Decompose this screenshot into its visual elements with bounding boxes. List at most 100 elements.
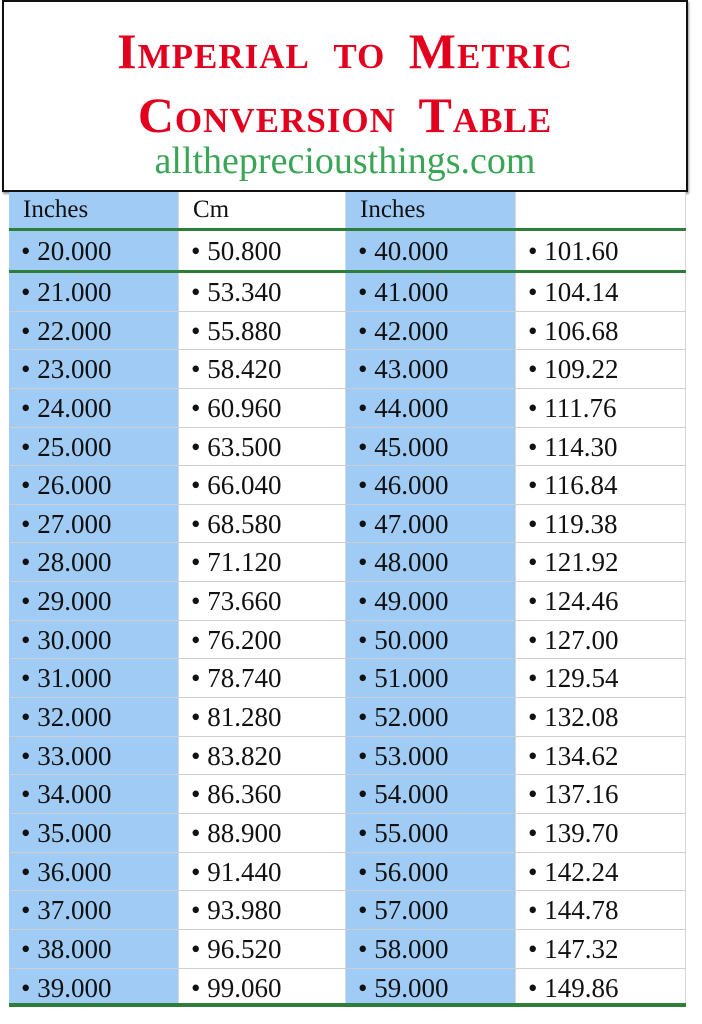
cm-cell: • 121.92	[516, 543, 686, 582]
cm-cell: • 127.00	[516, 620, 686, 659]
conversion-table: Inches Cm Inches • 20.000 • 50.800 • 40.00…	[9, 192, 686, 1008]
inches-cell: • 21.000	[9, 273, 179, 311]
table-row: • 22.000 • 55.880 • 42.000 • 106.68	[9, 311, 686, 351]
table-row: • 32.000 • 81.280 • 52.000 • 132.08	[9, 698, 686, 737]
cm-cell: • 149.86	[516, 968, 686, 1004]
table-row: • 29.000 • 73.660 • 49.000 • 124.46	[9, 582, 686, 621]
inches-cell: • 34.000	[9, 775, 179, 813]
cm-cell: • 116.84	[516, 466, 686, 504]
inches-cell: • 22.000	[9, 311, 179, 350]
cm-cell: • 106.68	[516, 311, 686, 350]
inches-cell: • 26.000	[9, 466, 179, 504]
title-line-2: Conversion Table	[137, 87, 553, 143]
inches-cell: • 39.000	[9, 968, 179, 1004]
inches-cell: • 40.000	[346, 231, 516, 270]
table-row: • 33.000 • 83.820 • 53.000 • 134.62	[9, 736, 686, 776]
inches-cell: • 55.000	[346, 813, 516, 852]
inches-cell: • 30.000	[9, 620, 179, 659]
cm-cell: • 73.660	[179, 582, 346, 620]
table-row: • 26.000 • 66.040 • 46.000 • 116.84	[9, 466, 686, 505]
cm-cell: • 55.880	[179, 311, 346, 350]
cm-cell: • 78.740	[179, 659, 346, 698]
inches-cell: • 25.000	[9, 427, 179, 466]
table-row: • 37.000 • 93.980 • 57.000 • 144.78	[9, 891, 686, 930]
table-row: • 23.000 • 58.420 • 43.000 • 109.22	[9, 350, 686, 389]
table-row: • 27.000 • 68.580 • 47.000 • 119.38	[9, 504, 686, 544]
inches-cell: • 49.000	[346, 582, 516, 620]
cm-cell: • 109.22	[516, 350, 686, 388]
cm-cell: • 132.08	[516, 698, 686, 736]
header-cm: Cm	[179, 192, 346, 228]
cm-cell: • 124.46	[516, 582, 686, 620]
inches-cell: • 54.000	[346, 775, 516, 813]
table-row: • 38.000 • 96.520 • 58.000 • 147.32	[9, 929, 686, 969]
cm-cell: • 134.62	[516, 736, 686, 775]
cm-cell: • 129.54	[516, 659, 686, 698]
cm-cell: • 137.16	[516, 775, 686, 813]
cm-cell: • 142.24	[516, 852, 686, 891]
header-cm-2	[516, 192, 686, 228]
inches-cell: • 43.000	[346, 350, 516, 388]
inches-cell: • 56.000	[346, 852, 516, 891]
table-row: • 24.000 • 60.960 • 44.000 • 111.76	[9, 388, 686, 428]
inches-cell: • 59.000	[346, 968, 516, 1004]
inches-cell: • 53.000	[346, 736, 516, 775]
cm-cell: • 96.520	[179, 929, 346, 968]
inches-cell: • 38.000	[9, 929, 179, 968]
website-credit: allthepreciousthings.com	[154, 140, 536, 182]
cm-cell: • 88.900	[179, 813, 346, 852]
inches-cell: • 24.000	[9, 388, 179, 427]
title-line-1: Imperial to Metric	[117, 23, 573, 79]
header-inches: Inches	[9, 192, 179, 228]
table-row: • 20.000 • 50.800 • 40.000 • 101.60	[9, 231, 686, 273]
inches-cell: • 41.000	[346, 273, 516, 311]
inches-cell: • 23.000	[9, 350, 179, 388]
cm-cell: • 91.440	[179, 852, 346, 891]
table-row: • 31.000 • 78.740 • 51.000 • 129.54	[9, 659, 686, 699]
table-row: • 30.000 • 76.200 • 50.000 • 127.00	[9, 620, 686, 660]
inches-cell: • 42.000	[346, 311, 516, 350]
cm-cell: • 71.120	[179, 543, 346, 582]
table-row: • 28.000 • 71.120 • 48.000 • 121.92	[9, 543, 686, 583]
cm-cell: • 63.500	[179, 427, 346, 466]
table-row: • 34.000 • 86.360 • 54.000 • 137.16	[9, 775, 686, 814]
table-row: • 25.000 • 63.500 • 45.000 • 114.30	[9, 427, 686, 467]
inches-cell: • 44.000	[346, 388, 516, 427]
inches-cell: • 47.000	[346, 504, 516, 543]
inches-cell: • 20.000	[9, 231, 179, 270]
inches-cell: • 33.000	[9, 736, 179, 775]
inches-cell: • 51.000	[346, 659, 516, 698]
table-row: • 39.000 • 99.060 • 59.000 • 149.86	[9, 968, 686, 1008]
cm-cell: • 68.580	[179, 504, 346, 543]
cm-cell: • 50.800	[179, 231, 346, 270]
inches-cell: • 36.000	[9, 852, 179, 891]
header-inches-2: Inches	[346, 192, 516, 228]
inches-cell: • 37.000	[9, 891, 179, 929]
table-row: • 21.000 • 53.340 • 41.000 • 104.14	[9, 273, 686, 312]
inches-cell: • 48.000	[346, 543, 516, 582]
inches-cell: • 50.000	[346, 620, 516, 659]
inches-cell: • 58.000	[346, 929, 516, 968]
title-banner: Imperial to Metric Conversion Table allt…	[2, 0, 688, 192]
table-row: • 35.000 • 88.900 • 55.000 • 139.70	[9, 813, 686, 853]
cm-cell: • 86.360	[179, 775, 346, 813]
cm-cell: • 60.960	[179, 388, 346, 427]
inches-cell: • 45.000	[346, 427, 516, 466]
cm-cell: • 93.980	[179, 891, 346, 929]
cm-cell: • 76.200	[179, 620, 346, 659]
inches-cell: • 35.000	[9, 813, 179, 852]
cm-cell: • 119.38	[516, 504, 686, 543]
cm-cell: • 58.420	[179, 350, 346, 388]
cm-cell: • 111.76	[516, 388, 686, 427]
table-row: • 36.000 • 91.440 • 56.000 • 142.24	[9, 852, 686, 892]
table-header-row: Inches Cm Inches	[9, 192, 686, 231]
inches-cell: • 32.000	[9, 698, 179, 736]
inches-cell: • 46.000	[346, 466, 516, 504]
cm-cell: • 139.70	[516, 813, 686, 852]
inches-cell: • 28.000	[9, 543, 179, 582]
inches-cell: • 27.000	[9, 504, 179, 543]
cm-cell: • 144.78	[516, 891, 686, 929]
cm-cell: • 101.60	[516, 231, 686, 270]
cm-cell: • 83.820	[179, 736, 346, 775]
inches-cell: • 57.000	[346, 891, 516, 929]
